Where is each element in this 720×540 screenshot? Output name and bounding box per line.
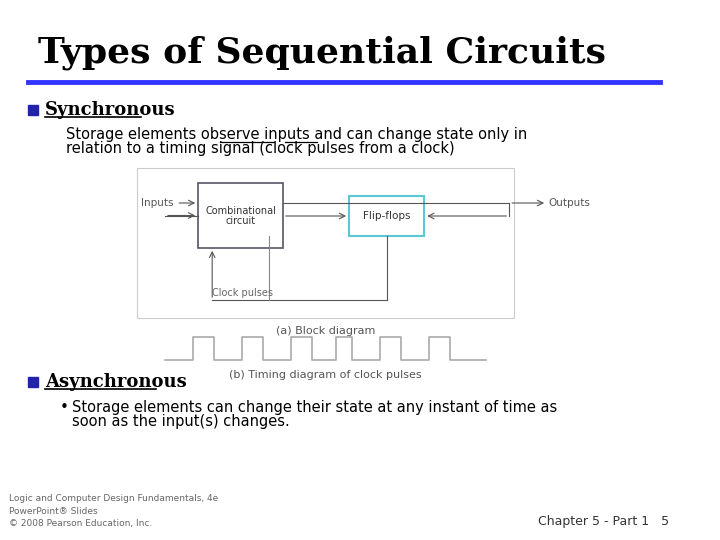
Text: Storage elements can change their state at any instant of time as: Storage elements can change their state … xyxy=(72,400,557,415)
Text: Storage elements observe inputs and can change state only in: Storage elements observe inputs and can … xyxy=(66,127,527,142)
Text: Chapter 5 - Part 1   5: Chapter 5 - Part 1 5 xyxy=(539,515,670,528)
Bar xyxy=(137,168,514,318)
Text: Outputs: Outputs xyxy=(549,198,590,208)
Text: Inputs: Inputs xyxy=(141,198,174,208)
Text: (a) Block diagram: (a) Block diagram xyxy=(276,326,375,336)
Bar xyxy=(349,196,424,236)
Text: Flip-flops: Flip-flops xyxy=(363,211,410,221)
Text: Types of Sequential Circuits: Types of Sequential Circuits xyxy=(37,35,606,70)
Text: •: • xyxy=(60,400,68,415)
Bar xyxy=(28,377,37,387)
Text: Clock pulses: Clock pulses xyxy=(212,288,273,298)
Bar xyxy=(198,183,283,248)
Bar xyxy=(28,105,37,115)
Text: (b) Timing diagram of clock pulses: (b) Timing diagram of clock pulses xyxy=(229,370,422,380)
Text: Synchronous: Synchronous xyxy=(45,101,176,119)
Text: circuit: circuit xyxy=(225,217,256,226)
Text: soon as the input(s) changes.: soon as the input(s) changes. xyxy=(72,414,289,429)
Text: Combinational: Combinational xyxy=(205,206,276,215)
Text: Asynchronous: Asynchronous xyxy=(45,373,187,391)
Text: relation to a timing signal (clock pulses from a clock): relation to a timing signal (clock pulse… xyxy=(66,141,454,156)
Text: Logic and Computer Design Fundamentals, 4e
PowerPoint® Slides
© 2008 Pearson Edu: Logic and Computer Design Fundamentals, … xyxy=(9,494,219,528)
